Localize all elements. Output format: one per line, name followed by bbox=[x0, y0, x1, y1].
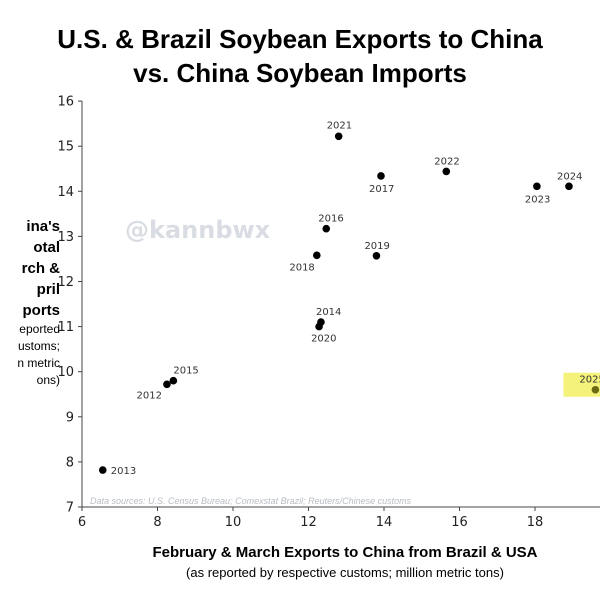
y-axis-label-line: otal bbox=[33, 239, 60, 256]
data-point-label: 2020 bbox=[311, 334, 336, 345]
data-point-label: 2017 bbox=[369, 184, 394, 195]
y-axis-label-line: ports bbox=[22, 302, 61, 319]
data-point bbox=[591, 385, 600, 394]
data-point bbox=[334, 132, 343, 141]
chart-title-line-2: vs. China Soybean Imports bbox=[133, 58, 467, 88]
x-tick-label: 16 bbox=[451, 515, 468, 530]
y-axis-label-line: ons) bbox=[36, 373, 60, 387]
data-point bbox=[313, 251, 321, 260]
y-tick-label: 16 bbox=[57, 95, 74, 110]
x-tick-label: 10 bbox=[225, 515, 242, 530]
y-axis-label-line: pril bbox=[36, 281, 60, 298]
watermark: @kannbwx bbox=[125, 216, 271, 244]
x-ticks: 6 8 10 12 14 16 18 bbox=[78, 507, 543, 530]
y-tick-label: 15 bbox=[57, 140, 74, 155]
x-axis-sublabel: (as reported by respective customs; mill… bbox=[186, 565, 504, 580]
data-point bbox=[98, 466, 107, 474]
y-axis-label-line: ina's bbox=[26, 218, 60, 235]
y-axis-label-line: eported bbox=[19, 322, 60, 336]
data-point-label: 2014 bbox=[316, 307, 341, 318]
source-note: Data sources: U.S. Census Bureau; Comexs… bbox=[90, 496, 412, 506]
data-point-label: 2013 bbox=[111, 466, 136, 477]
y-tick-label: 12 bbox=[57, 275, 74, 290]
x-tick-label: 18 bbox=[527, 515, 544, 530]
y-tick-label: 7 bbox=[66, 501, 74, 516]
x-tick-label: 12 bbox=[300, 515, 317, 530]
y-tick-label: 9 bbox=[66, 410, 74, 425]
data-point-label: 2021 bbox=[327, 120, 352, 131]
data-point bbox=[442, 167, 451, 176]
data-point-label: 2015 bbox=[173, 366, 198, 377]
data-points bbox=[98, 132, 600, 474]
data-point-label: 2012 bbox=[136, 390, 161, 401]
data-point bbox=[565, 182, 573, 191]
data-point-label: 2024 bbox=[557, 171, 582, 182]
y-tick-label: 11 bbox=[57, 320, 74, 335]
data-point bbox=[322, 224, 331, 233]
data-point bbox=[372, 251, 381, 260]
data-point-label: 2023 bbox=[525, 194, 550, 205]
x-axis-label: February & March Exports to China from B… bbox=[152, 544, 538, 561]
y-axis-label: ina's otal rch & pril ports eported usto… bbox=[0, 216, 60, 389]
data-point-label: 2022 bbox=[434, 156, 459, 167]
y-axis-label-line: ustoms; bbox=[17, 339, 60, 353]
x-tick-label: 6 bbox=[78, 515, 86, 530]
chart-title-line-1: U.S. & Brazil Soybean Exports to China bbox=[57, 24, 543, 54]
data-point bbox=[169, 376, 178, 385]
y-tick-label: 10 bbox=[57, 365, 74, 380]
y-ticks: 7 8 9 10 11 12 13 14 15 16 bbox=[57, 95, 82, 516]
data-point bbox=[163, 380, 171, 389]
y-tick-label: 14 bbox=[57, 185, 74, 200]
data-point bbox=[377, 172, 385, 180]
x-tick-label: 14 bbox=[376, 515, 393, 530]
y-tick-label: 13 bbox=[57, 230, 74, 245]
chart-title: U.S. & Brazil Soybean Exports to China v… bbox=[0, 22, 600, 90]
data-point-label: 2025 bbox=[579, 375, 600, 386]
x-tick-label: 8 bbox=[153, 515, 161, 530]
y-axis-label-line: n metric bbox=[17, 356, 60, 370]
y-axis-label-line: rch & bbox=[21, 260, 60, 277]
data-labels: 2013 2012 2015 2014 2020 2018 2016 2021 2019 2017… bbox=[111, 120, 600, 477]
y-tick-label: 8 bbox=[66, 455, 74, 470]
data-point bbox=[315, 322, 323, 331]
data-point-label: 2018 bbox=[289, 262, 314, 273]
data-point-label: 2019 bbox=[364, 241, 389, 252]
data-point bbox=[533, 182, 541, 191]
data-point-label: 2016 bbox=[318, 214, 343, 225]
